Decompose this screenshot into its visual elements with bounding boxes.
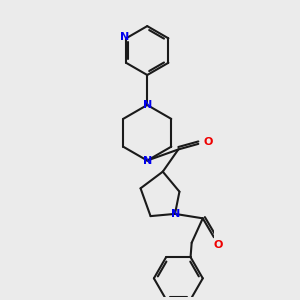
Text: O: O — [214, 240, 223, 250]
Text: N: N — [142, 156, 152, 166]
Text: N: N — [120, 32, 130, 42]
Text: N: N — [142, 100, 152, 110]
Text: O: O — [204, 137, 213, 147]
Text: N: N — [172, 209, 181, 219]
